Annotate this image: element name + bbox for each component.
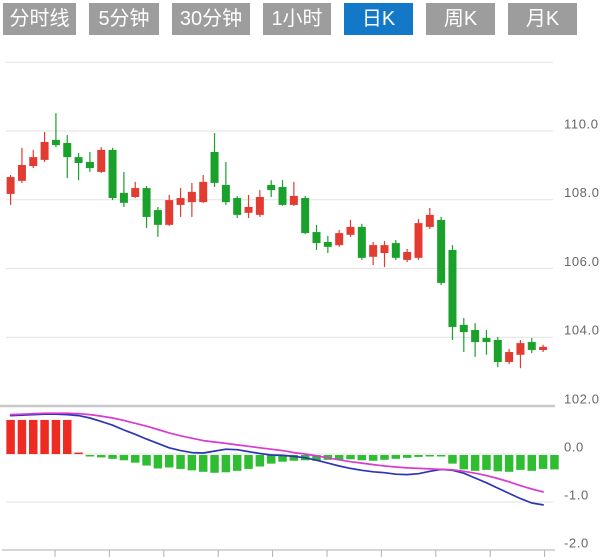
tab-1hour[interactable]: 1小时 bbox=[263, 3, 331, 35]
macd-lines bbox=[9, 412, 544, 506]
y-axis-label: 0.0 bbox=[564, 439, 584, 454]
y-axis-label: 102.0 bbox=[564, 391, 600, 406]
y-axis-label: -1.0 bbox=[564, 487, 589, 502]
period-tabbar: 分时线 5分钟 30分钟 1小时 日K 周K 月K bbox=[3, 3, 577, 35]
tab-5min[interactable]: 5分钟 bbox=[89, 3, 159, 35]
x-axis-ticks bbox=[54, 550, 546, 557]
y-axis-label: 110.0 bbox=[564, 116, 599, 131]
y-axis-label: 106.0 bbox=[564, 254, 600, 269]
tab-day-k[interactable]: 日K bbox=[344, 3, 413, 35]
tab-30min[interactable]: 30分钟 bbox=[172, 3, 250, 35]
y-axis-label: -2.0 bbox=[564, 535, 589, 550]
tab-week-k[interactable]: 周K bbox=[426, 3, 495, 35]
candlesticks bbox=[6, 113, 548, 369]
grid-lines bbox=[0, 61, 555, 551]
axis-labels: 110.0 108.0 106.0 104.0 102.0 0.0 -1.0 -2.0 bbox=[564, 116, 600, 550]
tab-time-share[interactable]: 分时线 bbox=[3, 3, 76, 35]
y-axis-label: 104.0 bbox=[564, 323, 600, 338]
tab-month-k[interactable]: 月K bbox=[508, 3, 577, 35]
macd-histogram bbox=[6, 419, 559, 473]
y-axis-label: 108.0 bbox=[564, 185, 600, 200]
